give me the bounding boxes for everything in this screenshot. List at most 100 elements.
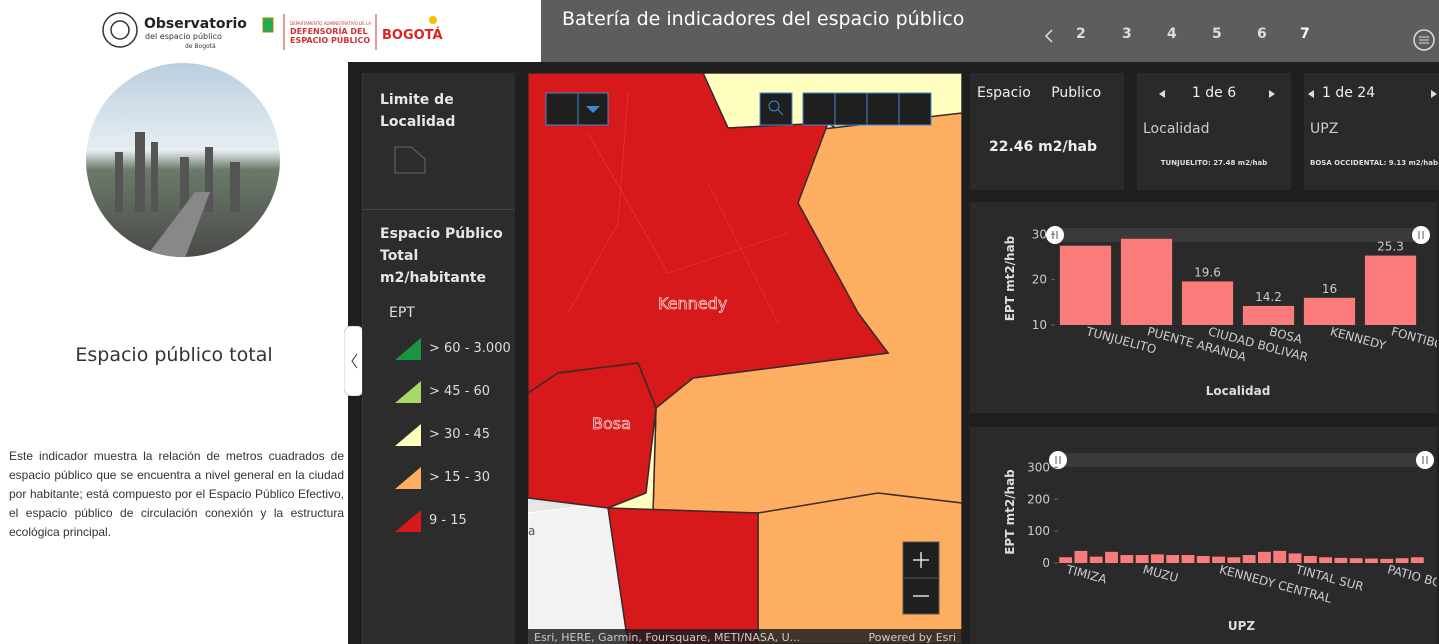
menu-button[interactable]: [1412, 28, 1436, 52]
select-tool[interactable]: [545, 92, 579, 126]
page-link[interactable]: 6: [1257, 26, 1267, 42]
dadep: DEPARTAMENTO ADMINISTRATIVO DE LA: [290, 21, 371, 26]
bar: [1242, 305, 1295, 325]
legend-label: > 60 - 3.000: [429, 341, 511, 356]
bar: [1303, 297, 1356, 325]
bar: [1365, 558, 1378, 563]
y-tick-label: 0: [1042, 556, 1050, 570]
card-pager[interactable]: 1 de 6: [1191, 85, 1237, 101]
bar: [1258, 551, 1271, 563]
slider-grip: [1422, 456, 1428, 464]
legend-swatch: [395, 338, 421, 360]
value-label: 16: [1322, 282, 1337, 296]
bar: [1334, 557, 1348, 563]
bar: [1349, 558, 1363, 563]
shield: [262, 17, 274, 33]
bar: [1303, 555, 1317, 563]
prev-page[interactable]: [1040, 26, 1060, 46]
bar: [1181, 281, 1234, 325]
bar: [1410, 557, 1424, 563]
home-tool[interactable]: [802, 92, 836, 126]
pager-arrows[interactable]: [1306, 87, 1439, 101]
legend-field: EPT: [389, 305, 415, 321]
header-bar: [541, 0, 1439, 62]
card-value: 22.46 m2/hab: [988, 139, 1098, 155]
dadep: DEFENSORÍA DEL: [290, 25, 368, 36]
slider-handle[interactable]: [1049, 451, 1067, 469]
value-label: 25.3: [1377, 240, 1404, 254]
bar: [1074, 550, 1088, 563]
bogota-logo: BOGOTÁ: [382, 27, 443, 43]
page-link[interactable]: 7: [1300, 26, 1310, 42]
slider-handle[interactable]: [1416, 451, 1434, 469]
bar: [1135, 555, 1149, 563]
x-axis-title: UPZ: [1228, 619, 1256, 633]
attribution-bar: [528, 629, 962, 644]
basemap-tool[interactable]: [898, 92, 932, 126]
swatch-shape: [395, 424, 421, 446]
swatch-shape: [395, 338, 421, 360]
app-title: Batería de indicadores del espacio públi…: [562, 8, 965, 30]
map-tools: [545, 92, 940, 615]
search-tool[interactable]: [759, 92, 793, 126]
map[interactable]: Kennedy Bosa a Esri, HERE, Garmin, Fours…: [528, 73, 962, 644]
card-detail: TUNJUELITO: 27.48 m2/hab: [1160, 159, 1268, 167]
legend-swatch: [395, 424, 421, 446]
indicator-title: Espacio público total: [75, 344, 273, 366]
card: 1 de 6 Localidad TUNJUELITO: 27.48 m2/ha…: [1137, 73, 1291, 190]
y-tick-label: 200: [1027, 492, 1050, 506]
slider-handle[interactable]: [1046, 226, 1064, 244]
legend-panel: Limite de Localidad Espacio Público Tota…: [362, 73, 515, 644]
pager-arrows[interactable]: [1157, 87, 1277, 101]
page-link[interactable]: 5: [1212, 26, 1222, 42]
slider-grip: [1055, 456, 1061, 464]
page-link[interactable]: 4: [1167, 26, 1177, 42]
map-label: Bosa: [592, 414, 631, 433]
card-title: Localidad: [1143, 121, 1210, 137]
value-label: 19.6: [1194, 265, 1221, 279]
logo-sub: de Bogotá: [185, 43, 216, 50]
legend-label: 9 - 15: [429, 513, 467, 528]
bar: [1105, 551, 1118, 563]
legend-heading: Limite de Localidad: [380, 92, 456, 130]
logo-core: [110, 20, 130, 40]
bar: [1212, 556, 1225, 563]
card: Espacio Publico 22.46 m2/hab: [970, 73, 1124, 190]
y-axis-title: EPT mt2/hab: [1003, 235, 1017, 321]
slider-grip: [1052, 231, 1058, 239]
slider-grip: [1418, 231, 1424, 239]
card-title: UPZ: [1310, 121, 1339, 137]
legend-swatch: [395, 381, 421, 403]
legend-label: > 15 - 30: [429, 470, 491, 485]
bar: [1059, 245, 1112, 325]
legend-label: > 45 - 60: [429, 384, 491, 399]
card-pager[interactable]: 1 de 24: [1322, 85, 1376, 101]
map-label: Kennedy: [658, 294, 727, 313]
bar: [1089, 556, 1103, 563]
legend-heading: Espacio Público Total m2/habitante: [380, 226, 503, 286]
card-title: Espacio Publico: [977, 85, 1102, 101]
page-link[interactable]: 3: [1122, 26, 1132, 42]
slider-handle[interactable]: [1412, 226, 1430, 244]
bar: [1150, 554, 1164, 563]
city-photo: [86, 63, 280, 257]
bar: [1166, 555, 1180, 563]
y-tick-label: 300: [1027, 460, 1050, 474]
bar: [1273, 550, 1287, 563]
y-tick-label: 10: [1032, 318, 1047, 332]
logo-name: Observatorio: [144, 16, 247, 32]
bar: [1288, 553, 1302, 563]
page-link[interactable]: 2: [1076, 26, 1086, 42]
value-label: 14.2: [1255, 290, 1282, 304]
bar: [1242, 555, 1256, 563]
bar: [1196, 555, 1210, 563]
boundary-symbol: [394, 146, 426, 174]
layers-tool[interactable]: [866, 92, 900, 126]
swatch-shape: [395, 467, 421, 489]
bar: [1227, 557, 1241, 563]
logo-ring: [102, 12, 138, 48]
y-tick-label: 100: [1027, 524, 1050, 538]
legend-tool[interactable]: [834, 92, 868, 126]
